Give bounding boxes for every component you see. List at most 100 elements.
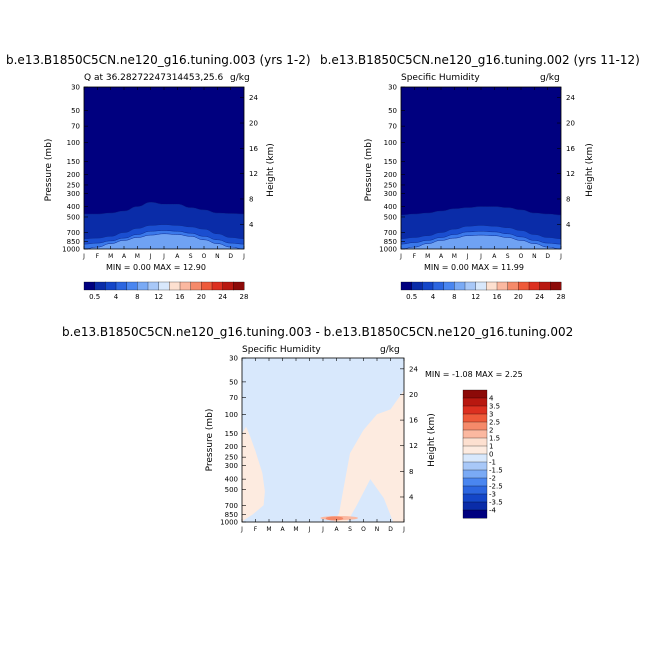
y2-tick-label: 20 — [566, 120, 575, 128]
colorbar-label: 0 — [489, 451, 493, 459]
y2-axis-label: Height (km) — [427, 413, 437, 467]
colorbar-label: 20 — [197, 293, 206, 301]
panel-bottom-diff: b.e13.B1850C5CN.ne120_g16.tuning.003 - b… — [62, 325, 573, 533]
colorbar-label: 3.5 — [489, 403, 500, 411]
contour-line — [400, 225, 562, 239]
y-tick-label: 300 — [67, 190, 80, 198]
x-tick-label: J — [559, 253, 562, 260]
y-tick-label: 150 — [384, 158, 397, 166]
colorbar: 0.5 4 8 12 16 20 24 28 — [400, 281, 566, 301]
x-tick-label: N — [532, 253, 537, 260]
colorbar-swatch — [411, 281, 423, 291]
colorbar-label: 16 — [493, 293, 502, 301]
x-tick-label: M — [108, 253, 113, 260]
y2-tick-label: 16 — [409, 417, 418, 425]
y-tick-label: 1000 — [379, 246, 397, 254]
y2-tick-label: 12 — [566, 170, 575, 178]
x-tick-label: F — [96, 253, 100, 260]
y-tick-label: 70 — [71, 123, 80, 131]
y-tick-label: 200 — [67, 171, 80, 179]
colorbar-label: 4 — [114, 293, 119, 301]
x-tick-label: D — [228, 253, 233, 260]
panel-top-right: b.e13.B1850C5CN.ne120_g16.tuning.002 (yr… — [320, 53, 640, 301]
colorbar-swatch — [83, 281, 96, 291]
colorbar-swatch — [115, 281, 128, 291]
colorbar-swatch — [233, 281, 245, 291]
x-tick-label: J — [466, 253, 469, 260]
x-tick-label: J — [162, 253, 165, 260]
x-tick-label: A — [439, 253, 444, 260]
y-tick-label: 500 — [225, 486, 238, 494]
y2-tick-label: 24 — [566, 94, 575, 102]
y-tick-label: 200 — [225, 443, 238, 451]
colorbar-label: -4 — [489, 507, 497, 515]
colorbar-swatch — [169, 281, 181, 291]
colorbar-swatch — [462, 389, 488, 399]
x-tick-label: A — [492, 253, 497, 260]
colorbar-swatch — [539, 281, 551, 291]
colorbar-swatch — [462, 421, 488, 431]
contour-fill-positive — [242, 426, 265, 522]
panel-title: b.e13.B1850C5CN.ne120_g16.tuning.002 (yr… — [320, 53, 640, 67]
x-tick-label: M — [425, 253, 430, 260]
panel-title: b.e13.B1850C5CN.ne120_g16.tuning.003 (yr… — [6, 53, 311, 67]
colorbar-label: 28 — [240, 293, 249, 301]
y2-tick-label: 16 — [249, 145, 258, 153]
y-tick-label: 400 — [225, 476, 238, 484]
contour-line — [83, 224, 245, 239]
colorbar-swatch — [462, 445, 488, 455]
colorbar-swatch — [462, 461, 488, 471]
y2-axis-label: Height (km) — [585, 143, 595, 197]
panel-subtitle-left: Specific Humidity — [401, 73, 480, 83]
colorbar-label: 24 — [218, 293, 227, 301]
y2-tick-label: 4 — [409, 493, 414, 501]
colorbar-swatch — [126, 281, 138, 291]
colorbar-swatch — [462, 429, 488, 439]
x-tick-label: N — [215, 253, 220, 260]
y-tick-label: 500 — [384, 213, 397, 221]
y2-tick-label: 16 — [566, 145, 575, 153]
x-tick-label: O — [202, 253, 207, 260]
x-tick-label: D — [388, 526, 393, 533]
contour-line — [83, 233, 245, 250]
colorbar-swatch — [454, 281, 466, 291]
y-tick-label: 1000 — [62, 246, 80, 254]
x-tick-label: F — [254, 526, 258, 533]
colorbar-label: 28 — [557, 293, 566, 301]
panel-subtitle-right: g/kg — [230, 73, 250, 83]
colorbar-swatch — [475, 281, 487, 291]
x-tick-label: A — [280, 526, 285, 533]
y-tick-label: 150 — [67, 158, 80, 166]
colorbar-swatch — [422, 281, 434, 291]
x-tick-label: J — [82, 253, 85, 260]
colorbar-label: 4 — [489, 395, 494, 403]
y2-tick-label: 24 — [409, 365, 418, 373]
colorbar-swatch — [462, 509, 488, 519]
colorbar-label: 2.5 — [489, 419, 500, 427]
colorbar-swatch — [462, 469, 488, 479]
y2-tick-label: 20 — [409, 391, 418, 399]
y-tick-label: 50 — [229, 378, 238, 386]
colorbar-label: 2 — [489, 427, 493, 435]
x-tick-label: M — [452, 253, 457, 260]
colorbar-label: -2.5 — [489, 483, 503, 491]
x-tick-label: J — [402, 526, 405, 533]
x-tick-label: J — [242, 253, 245, 260]
colorbar-swatch — [147, 281, 160, 291]
x-tick-label: D — [545, 253, 550, 260]
contour-line — [400, 234, 562, 250]
colorbar-swatch — [462, 493, 488, 503]
x-tick-label: J — [399, 253, 402, 260]
colorbar-swatch — [462, 501, 488, 511]
y-tick-label: 50 — [388, 107, 397, 115]
colorbar-label: 1 — [489, 443, 493, 451]
colorbar-label: 0.5 — [89, 293, 100, 301]
y-tick-label: 1000 — [220, 519, 238, 527]
y-tick-label: 70 — [229, 394, 238, 402]
panel-subtitle-left: Q at 36.28272247314453,25.6 — [84, 73, 224, 83]
panel-subtitle-right: g/kg — [380, 345, 400, 355]
y-tick-label: 400 — [67, 203, 80, 211]
colorbar-label: 24 — [535, 293, 544, 301]
colorbar-label: 4 — [431, 293, 436, 301]
min-max-text: MIN = 0.00 MAX = 11.99 — [424, 263, 524, 272]
